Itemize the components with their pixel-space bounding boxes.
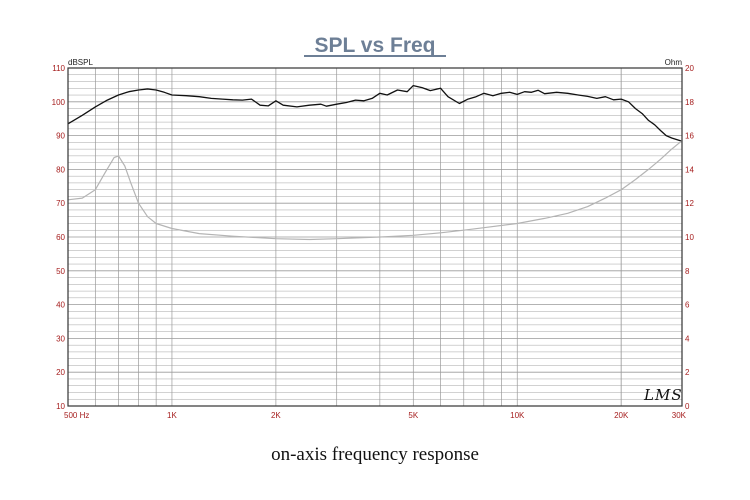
y-right-tick-label: 14	[685, 165, 694, 174]
y-right-tick-label: 20	[685, 64, 694, 73]
y-left-tick-label: 40	[56, 301, 65, 310]
y-left-tick-label: 50	[56, 267, 65, 276]
plot-frame	[67, 67, 683, 407]
x-tick-label: 10K	[510, 411, 525, 420]
x-tick-label: 500 Hz	[64, 411, 89, 420]
x-tick-labels: 500 Hz 1K 2K 5K 10K 20K 30K	[64, 411, 687, 420]
y-left-tick-label: 110	[52, 64, 65, 73]
y-right-tick-label: 0	[685, 402, 690, 411]
y-right-tick-label: 10	[685, 233, 694, 242]
y-right-tick-label: 8	[685, 267, 690, 276]
y-left-tick-label: 100	[52, 98, 66, 107]
y-left-tick-label: 70	[56, 199, 65, 208]
x-tick-label: 30K	[672, 411, 687, 420]
y-left-tick-label: 10	[56, 402, 65, 411]
y-left-tick-label: 80	[56, 165, 65, 174]
spl-curve	[67, 84, 683, 142]
lms-logo: LMS	[643, 386, 683, 404]
left-axis-label: dBSPL	[68, 58, 93, 67]
x-tick-label: 20K	[614, 411, 629, 420]
y-right-tick-labels: 0 2 4 6 8 10 12 14 16 18 20	[685, 64, 694, 411]
x-tick-label: 1K	[167, 411, 177, 420]
y-right-tick-label: 4	[685, 334, 690, 343]
right-axis-label: Ohm	[665, 58, 683, 67]
x-tick-label: 2K	[271, 411, 281, 420]
y-left-tick-label: 60	[56, 233, 65, 242]
y-right-tick-label: 6	[685, 301, 690, 310]
x-tick-label: 5K	[408, 411, 418, 420]
y-left-tick-label: 20	[56, 368, 65, 377]
y-left-tick-labels: 10 20 30 40 50 60 70 80 90 100 110	[52, 64, 66, 411]
y-left-tick-label: 90	[56, 132, 65, 141]
figure-caption: on-axis frequency response	[271, 444, 479, 465]
y-right-tick-label: 2	[685, 368, 690, 377]
y-right-tick-label: 16	[685, 132, 694, 141]
impedance-curve	[67, 140, 683, 241]
y-left-tick-label: 30	[56, 334, 65, 343]
y-right-tick-label: 12	[685, 199, 694, 208]
y-right-tick-label: 18	[685, 98, 694, 107]
series-layer	[67, 84, 683, 241]
chart-title: SPL vs Freq	[315, 34, 436, 57]
